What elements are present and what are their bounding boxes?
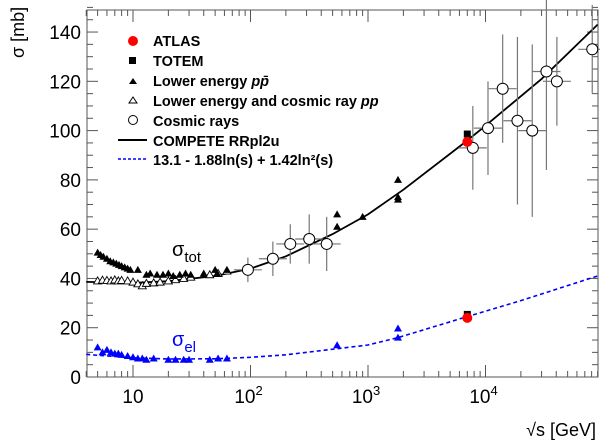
y-tick-label: 40 xyxy=(60,269,81,290)
elastic-point xyxy=(117,350,126,358)
y-tick-label: 20 xyxy=(60,319,81,340)
cosmic-ray-point xyxy=(303,233,316,246)
cosmic-ray-point xyxy=(511,114,524,127)
ppbar-point xyxy=(164,269,173,277)
pp-point xyxy=(163,275,174,285)
legend-marker-atlas xyxy=(128,36,138,46)
elastic-point xyxy=(179,355,188,363)
legend-marker-pp xyxy=(128,96,138,104)
y-tick-label: 140 xyxy=(49,23,81,44)
ppbar-point xyxy=(358,212,367,220)
pp-point xyxy=(148,277,159,287)
ppbar-point xyxy=(181,269,190,277)
fit-curve-elastic xyxy=(86,275,598,360)
plot-border xyxy=(86,9,599,378)
ppbar-point xyxy=(222,265,231,273)
atlas-point xyxy=(462,312,473,323)
elastic-point xyxy=(205,355,214,363)
pp-point xyxy=(116,275,127,284)
ppbar-point xyxy=(126,265,135,273)
legend-label-totem: TOTEM xyxy=(153,54,203,70)
annotation-sigma-el: σel xyxy=(172,329,196,356)
pp-point xyxy=(122,275,133,285)
elastic-point xyxy=(98,348,107,356)
axis-ticks: 0 20 40 60 80 100 120 140 10 102 103 104 xyxy=(49,6,599,408)
cosmic-ray-point xyxy=(481,122,494,135)
cosmic-ray-point xyxy=(586,43,599,56)
x-axis-label: √s [GeV] xyxy=(526,420,596,440)
ppbar-point xyxy=(333,210,342,218)
ppbar-point xyxy=(146,269,155,277)
legend-label-pp: Lower energy and cosmic ray pp xyxy=(153,94,379,110)
elastic-point xyxy=(214,354,223,362)
legend-label-atlas: ATLAS xyxy=(153,34,201,50)
ppbar-point xyxy=(133,265,142,273)
elastic-point xyxy=(129,353,137,361)
svg-text:σtot: σtot xyxy=(172,239,202,266)
legend-marker-ppbar xyxy=(129,78,137,84)
y-tick-label: 100 xyxy=(49,122,81,143)
cosmic-ray-point xyxy=(540,65,553,78)
y-tick-label: 80 xyxy=(60,171,81,192)
pp-point xyxy=(178,273,189,282)
y-tick-label: 60 xyxy=(60,220,81,241)
ppbar-point xyxy=(152,270,161,278)
elastic-point xyxy=(222,354,231,362)
ppbar-point xyxy=(199,269,208,277)
ppbar-point xyxy=(213,269,222,277)
legend-marker-cosmic xyxy=(128,115,138,125)
y-tick-label: 120 xyxy=(49,72,81,93)
pp-point xyxy=(133,278,143,288)
pp-point xyxy=(128,277,138,286)
ppbar-point xyxy=(393,193,402,201)
x-tick-label: 10 xyxy=(122,387,143,408)
elastic-point xyxy=(164,355,173,363)
annotation-sigma-tot: σtot xyxy=(172,239,202,266)
legend-label-fit: 13.1 - 1.88ln(s) + 1.42ln²(s) xyxy=(153,153,333,169)
ppbar-point xyxy=(186,270,195,278)
data-points xyxy=(92,0,600,363)
elastic-point xyxy=(393,324,402,332)
ppbar-point xyxy=(393,175,402,183)
x-tick-label: 104 xyxy=(469,383,497,408)
cosmic-ray-point xyxy=(284,237,297,250)
legend-marker-totem xyxy=(129,57,136,64)
legend-label-compete: COMPETE RRpl2u xyxy=(153,134,279,150)
plot-frame xyxy=(86,9,599,378)
cosmic-ray-point xyxy=(496,82,509,95)
pp-point xyxy=(204,269,215,279)
cosmic-ray-point xyxy=(241,263,254,276)
elastic-point xyxy=(185,355,194,363)
totem-point xyxy=(463,130,471,138)
elastic-point xyxy=(102,345,111,353)
y-axis-label: σ [mb] xyxy=(8,7,28,58)
pp-point xyxy=(141,278,152,287)
elastic-point xyxy=(142,355,151,363)
cosmic-ray-point xyxy=(320,237,333,250)
elastic-point xyxy=(333,341,342,349)
atlas-point xyxy=(462,136,473,147)
svg-text:σel: σel xyxy=(172,329,196,356)
cosmic-ray-point xyxy=(550,75,563,88)
legend-label-ppbar: Lower energy pp̄ xyxy=(153,74,269,90)
elastic-point xyxy=(149,354,158,362)
ppbar-point xyxy=(333,222,342,230)
elastic-point xyxy=(93,343,102,351)
ppbar-point xyxy=(169,271,178,279)
x-tick-label: 103 xyxy=(352,383,380,408)
cosmic-ray-point xyxy=(526,124,539,137)
elastic-point xyxy=(393,333,402,341)
elastic-point xyxy=(171,355,180,363)
pp-point xyxy=(170,274,181,284)
pp-point xyxy=(155,277,165,286)
x-tick-label: 102 xyxy=(234,383,262,408)
legend-label-cosmic: Cosmic rays xyxy=(153,114,239,130)
elastic-point xyxy=(123,352,132,360)
legend: ATLAS TOTEM Lower energy pp̄ Lower energ… xyxy=(118,34,379,169)
ppbar-point xyxy=(175,270,184,278)
y-tick-label: 0 xyxy=(70,368,81,389)
cosmic-ray-point xyxy=(266,252,279,265)
